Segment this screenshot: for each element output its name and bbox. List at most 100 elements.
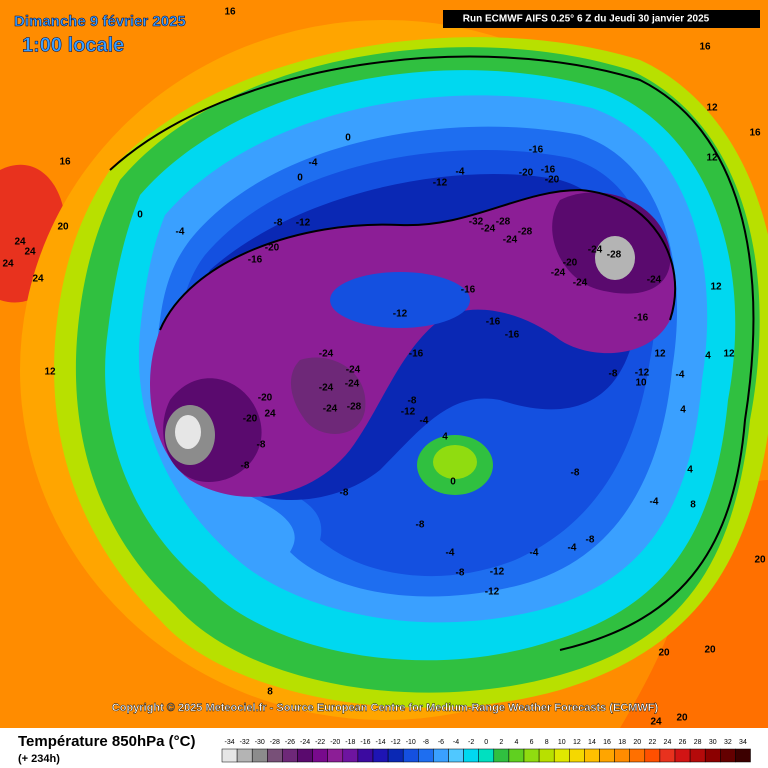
contour-label: 16	[749, 128, 761, 139]
colorbar-swatch	[402, 748, 419, 763]
colorbar-swatch	[251, 748, 268, 763]
contour-label: -24	[503, 235, 518, 246]
contour-label: 8	[690, 500, 696, 511]
colorbar-label: 2	[499, 739, 503, 746]
temp-band	[150, 190, 676, 497]
colorbar-swatch	[720, 748, 736, 763]
contour-label: -32	[469, 217, 484, 228]
temp-band	[595, 236, 635, 280]
colorbar-swatch	[342, 748, 359, 763]
map-time: 1:00 locale	[22, 34, 124, 56]
colorbar-swatch	[644, 748, 661, 763]
colorbar-label: -22	[315, 739, 325, 746]
contour-label: -24	[345, 379, 360, 390]
colorbar-swatch	[735, 748, 751, 763]
colorbar-label: 8	[545, 739, 549, 746]
contour-label: -16	[248, 255, 263, 266]
colorbar-swatch	[357, 748, 374, 763]
colorbar-swatch	[614, 748, 630, 763]
colorbar-label: -14	[375, 739, 385, 746]
contour-label: -12	[296, 218, 311, 229]
contour-label: -4	[568, 543, 577, 554]
contour-label: -4	[176, 227, 185, 238]
contour-label: -16	[541, 165, 556, 176]
contour-label: -20	[243, 414, 258, 425]
colorbar-label: 22	[648, 739, 656, 746]
contour-label: -20	[563, 258, 578, 269]
contour-label: -8	[340, 488, 349, 499]
contour-label: 24	[24, 247, 36, 258]
colorbar-swatch	[282, 748, 298, 763]
contour-label: 24	[2, 259, 14, 270]
contour-label: -24	[481, 224, 496, 235]
colorbar-label: 18	[618, 739, 626, 746]
contour-label: -24	[551, 268, 566, 279]
contour-label: -20	[545, 175, 560, 186]
contour-label: 8	[267, 687, 273, 698]
lead-time: (+ 234h)	[18, 753, 60, 765]
contour-label: -4	[456, 167, 465, 178]
contour-label: 16	[59, 157, 71, 168]
contour-label: 0	[297, 173, 303, 184]
colorbar-swatch	[508, 748, 525, 763]
colorbar-label: -28	[270, 739, 280, 746]
contour-label: 20	[676, 713, 688, 724]
contour-label: 16	[699, 42, 711, 53]
colorbar-swatch	[493, 748, 510, 763]
contour	[159, 188, 677, 331]
contour-label: -16	[486, 317, 501, 328]
contour-label: 4	[442, 432, 448, 443]
contour-label: 24	[14, 237, 26, 248]
colorbar-label: -10	[406, 739, 416, 746]
contour-label: -24	[647, 275, 662, 286]
colorbar-swatch	[433, 748, 449, 763]
colorbar-label: 24	[664, 739, 672, 746]
colorbar-swatch	[599, 748, 615, 763]
contour-label: 12	[706, 153, 718, 164]
colorbar-label: -30	[255, 739, 265, 746]
contour-label: -24	[588, 245, 603, 256]
contour-label: -16	[529, 145, 544, 156]
contour	[109, 55, 755, 651]
colorbar-label: 28	[694, 739, 702, 746]
contour-label: -12	[485, 587, 500, 598]
contour-label: 12	[706, 103, 718, 114]
temp-band	[433, 445, 477, 479]
legend-title: Température 850hPa (°C)	[18, 733, 195, 750]
contour-label: -24	[323, 404, 338, 415]
temp-band	[175, 415, 201, 449]
contour-label: -16	[461, 285, 476, 296]
contour-label: -8	[408, 396, 417, 407]
colorbar-swatch	[267, 748, 283, 763]
contour-label: -8	[609, 369, 618, 380]
colorbar-swatch	[463, 748, 479, 763]
colorbar-label: -2	[468, 739, 474, 746]
copyright: Copyright © 2025 Meteociel.fr - Source E…	[112, 702, 659, 714]
contour-label: -4	[446, 548, 455, 559]
colorbar-label: 26	[679, 739, 687, 746]
colorbar-swatch	[221, 748, 238, 763]
contour-label: 16	[224, 7, 236, 18]
contour-label: -8	[456, 568, 465, 579]
colorbar-label: -26	[285, 739, 295, 746]
colorbar-swatch	[569, 748, 585, 763]
colorbar-label: 20	[633, 739, 641, 746]
colorbar-swatch	[689, 748, 706, 763]
contour-label: 0	[345, 133, 351, 144]
colorbar-label: -18	[345, 739, 355, 746]
colorbar-label: 30	[709, 739, 717, 746]
contour-label: 24	[264, 409, 276, 420]
contour-label: -8	[416, 520, 425, 531]
contour-label: -4	[420, 416, 429, 427]
contour-label: 4	[705, 351, 711, 362]
temp-band	[290, 357, 366, 434]
colorbar-label: 12	[573, 739, 581, 746]
contour-label: -24	[319, 383, 334, 394]
colorbar-label: -6	[438, 739, 444, 746]
colorbar-label: -16	[360, 739, 370, 746]
contour-label: -20	[258, 393, 273, 404]
contour-label: -12	[490, 567, 505, 578]
colorbar-label: -8	[423, 739, 429, 746]
contour-label: 12	[44, 367, 56, 378]
colorbar-swatch	[327, 748, 344, 763]
